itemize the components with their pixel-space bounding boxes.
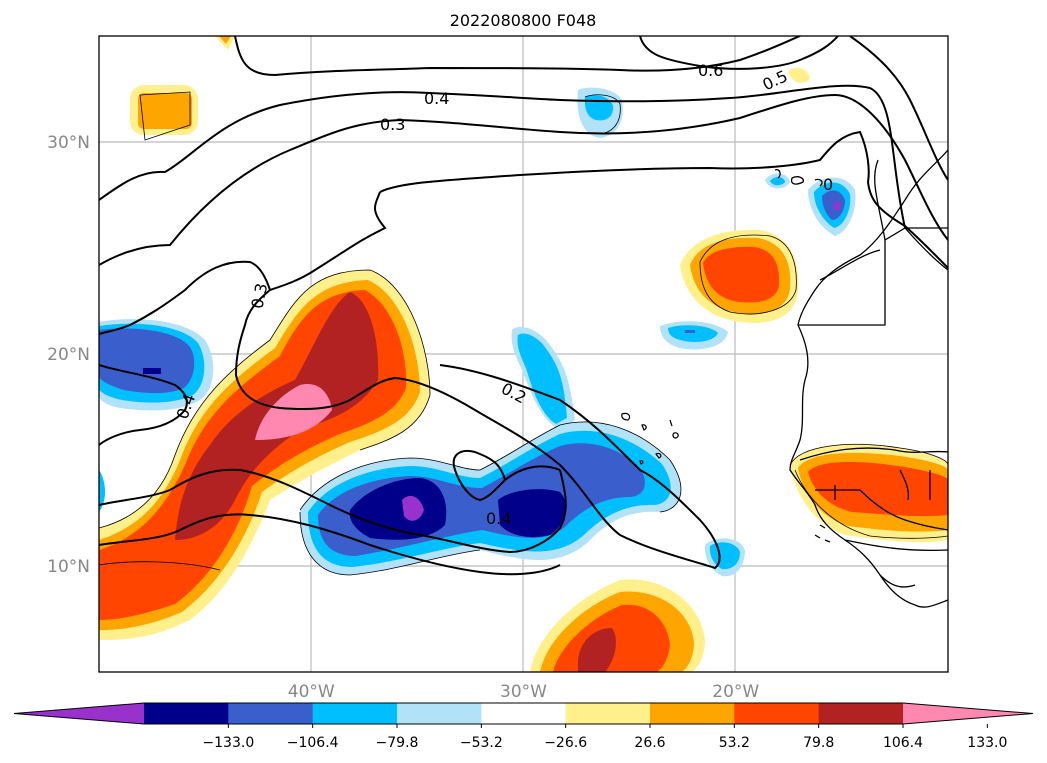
- positive-anomaly-band: [99, 270, 430, 640]
- colorbar: −133.0 −106.4 −79.8 −53.2 −26.6 26.6 53.2 79.8 1…: [13, 702, 1034, 751]
- latitude-labels: 30°N 20°N 10°N: [47, 133, 90, 577]
- latitude-tick-label: 10°N: [47, 557, 90, 577]
- map-title: 2022080800 F048: [450, 11, 597, 30]
- colorbar-extend-low: [14, 703, 144, 724]
- contour-label: 0.4: [486, 509, 511, 528]
- longitude-labels: 40°W 30°W 20°W: [288, 682, 760, 702]
- longitude-tick-label: 40°W: [288, 682, 335, 702]
- colorbar-segment: [565, 703, 651, 724]
- colorbar-tick-label: 26.6: [634, 735, 665, 751]
- contour-label: 0.6: [698, 61, 723, 80]
- colorbar-tick-label: −133.0: [202, 735, 254, 751]
- colorbar-segment: [228, 703, 314, 724]
- positive-anomaly-south: [530, 579, 705, 672]
- colorbar-tick-label: 53.2: [719, 735, 750, 751]
- colorbar-segment: [312, 703, 398, 724]
- contour-label: 0.3: [247, 281, 271, 310]
- anomaly-outlines: [99, 91, 948, 576]
- colorbar-tick-label: 79.8: [803, 735, 834, 751]
- positive-anomaly-north: [680, 229, 799, 323]
- colorbar-tick-label: −79.8: [376, 735, 419, 751]
- positive-anomaly-east: [790, 444, 948, 543]
- map-area: 0.6 0.5 0.4 0.3 0.3 0.4 0.2 0.4 0: [99, 36, 948, 672]
- contour-label: 0.5: [759, 66, 790, 94]
- colorbar-segment: [818, 703, 904, 724]
- colorbar-tick-label: −26.6: [544, 735, 587, 751]
- colorbar-outline: [13, 702, 1034, 725]
- contour-label: 0.3: [380, 115, 405, 134]
- colorbar-tick-label: −106.4: [287, 735, 339, 751]
- longitude-tick-label: 20°W: [712, 682, 759, 702]
- colorbar-tick-label: 106.4: [883, 735, 923, 751]
- negative-anomaly-small: [577, 87, 856, 577]
- colorbar-segment: [397, 703, 482, 724]
- colorbar-tick-label: −53.2: [460, 735, 503, 751]
- colorbar-segment: [650, 703, 735, 724]
- map-frame: [98, 35, 949, 673]
- cape-verde-islands: [621, 412, 679, 465]
- negative-anomaly-west: [99, 319, 214, 512]
- contour-label: 0.4: [424, 89, 449, 108]
- contour-label: 0: [823, 175, 833, 194]
- longitude-tick-label: 30°W: [500, 682, 547, 702]
- colorbar-segment: [481, 703, 567, 724]
- contour-lines: [99, 36, 948, 576]
- latitude-tick-label: 20°N: [47, 345, 90, 365]
- latitude-tick-label: 30°N: [47, 133, 90, 153]
- contour-label: 0.2: [498, 379, 529, 408]
- colorbar-segment: [734, 703, 820, 724]
- colorbar-extend-high: [903, 703, 1033, 724]
- colorbar-segment: [144, 703, 229, 724]
- colorbar-tick-label: 133.0: [967, 735, 1007, 751]
- positive-anomaly-northwest: [130, 36, 810, 135]
- coastlines: [774, 149, 948, 608]
